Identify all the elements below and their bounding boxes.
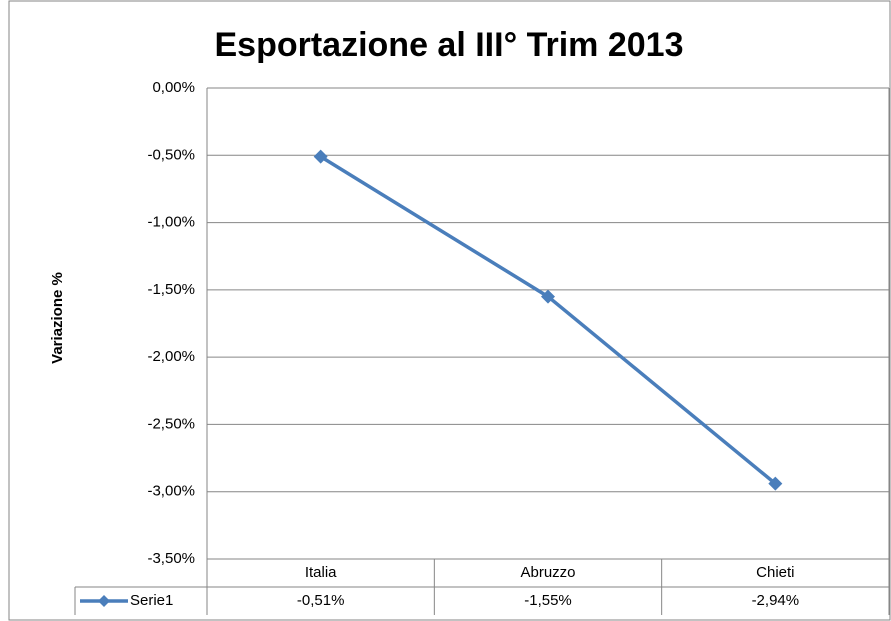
table-value: -1,55% bbox=[524, 592, 572, 609]
chart-frame bbox=[8, 0, 891, 621]
marker bbox=[313, 149, 328, 164]
legend-marker bbox=[98, 595, 110, 607]
y-tick-label: -0,50% bbox=[147, 146, 195, 163]
y-tick-label: -1,00% bbox=[147, 214, 195, 231]
x-tick-label: Abruzzo bbox=[520, 564, 575, 581]
y-tick-label: -2,00% bbox=[147, 348, 195, 365]
y-tick-label: -2,50% bbox=[147, 415, 195, 432]
table-value: -0,51% bbox=[297, 592, 345, 609]
x-tick-label: Italia bbox=[305, 564, 337, 581]
y-tick-label: -3,50% bbox=[147, 550, 195, 567]
y-axis-title: Variazione % bbox=[49, 272, 66, 364]
y-tick-label: -3,00% bbox=[147, 483, 195, 500]
marker bbox=[768, 476, 783, 491]
table-value: -2,94% bbox=[752, 592, 800, 609]
y-tick-label: -1,50% bbox=[147, 281, 195, 298]
y-tick-label: 0,00% bbox=[152, 79, 195, 96]
x-tick-label: Chieti bbox=[756, 564, 794, 581]
legend-label: Serie1 bbox=[130, 592, 173, 609]
chart-title: Esportazione al III° Trim 2013 bbox=[215, 26, 684, 64]
marker bbox=[541, 289, 555, 304]
